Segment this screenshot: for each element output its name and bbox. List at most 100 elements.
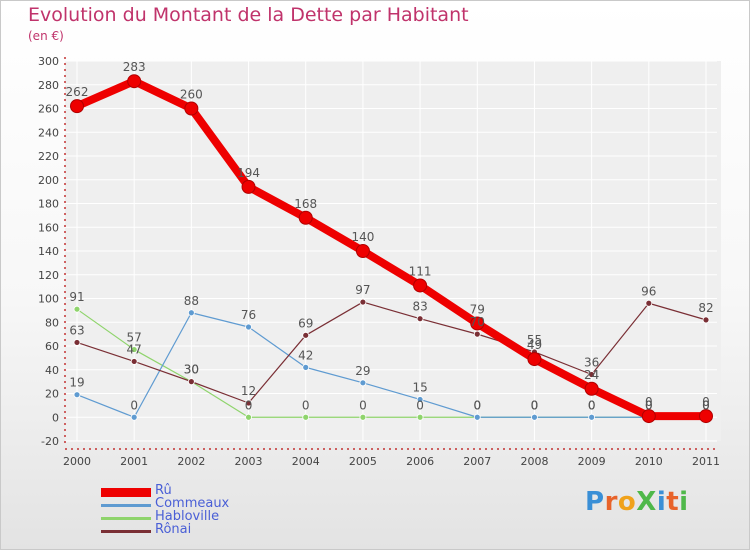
data-label-r-: 79 — [470, 302, 485, 316]
data-point-habloville — [359, 413, 367, 421]
proxiti-logo: ProXiti — [585, 487, 689, 517]
y-tick-label: 0 — [52, 411, 59, 424]
data-point-r- — [70, 99, 84, 114]
data-label-habloville: 0 — [359, 398, 367, 412]
data-point-r- — [584, 381, 599, 396]
data-label-habloville: 0 — [302, 398, 310, 412]
x-tick-label: 2008 — [520, 455, 548, 468]
data-label-r-nai: 47 — [127, 342, 142, 356]
data-label-r-: 0 — [702, 395, 710, 409]
data-point-r- — [641, 409, 656, 424]
data-point-commeaux — [302, 363, 310, 371]
data-point-habloville — [245, 413, 252, 421]
data-point-habloville — [130, 346, 138, 353]
data-label-commeaux: 29 — [355, 364, 370, 378]
y-tick-label: 180 — [38, 198, 59, 211]
data-point-r- — [241, 179, 256, 194]
data-point-habloville — [302, 413, 310, 421]
data-label-r-: 260 — [180, 88, 203, 102]
data-label-habloville: 91 — [69, 290, 84, 304]
data-label-r-nai: 82 — [698, 301, 713, 315]
data-label-habloville: 0 — [531, 398, 539, 412]
data-point-commeaux — [130, 413, 138, 421]
y-tick-label: 60 — [45, 340, 59, 353]
y-tick-label: 160 — [38, 221, 59, 234]
data-label-r-nai: 70 — [470, 315, 485, 329]
chart-title: Evolution du Montant de la Dette par Hab… — [28, 4, 469, 26]
data-point-r- — [355, 244, 370, 258]
logo-letter: r — [604, 487, 618, 517]
data-label-habloville: 30 — [184, 363, 199, 377]
data-label-habloville: 0 — [245, 398, 253, 412]
legend-swatch — [101, 530, 151, 533]
data-label-commeaux: 0 — [473, 398, 481, 412]
data-label-r-nai: 12 — [241, 384, 256, 398]
data-label-r-: 49 — [527, 338, 542, 352]
legend-label: Habloville — [155, 509, 220, 524]
data-label-r-: 140 — [351, 230, 374, 244]
data-point-commeaux — [588, 413, 596, 421]
data-label-r-nai: 96 — [641, 284, 656, 298]
legend-swatch — [101, 488, 151, 497]
data-label-commeaux: 19 — [69, 376, 84, 390]
logo-letter: t — [666, 487, 680, 517]
data-point-commeaux — [473, 413, 481, 421]
y-tick-label: 40 — [45, 364, 59, 377]
x-tick-label: 2004 — [292, 455, 320, 468]
data-point-r-nai — [359, 298, 367, 306]
y-tick-label: 200 — [38, 174, 59, 187]
x-tick-label: 2003 — [235, 455, 263, 468]
data-point-habloville — [416, 413, 424, 421]
data-point-commeaux — [187, 309, 195, 317]
y-tick-label: 20 — [45, 388, 59, 401]
y-tick-label: -20 — [41, 435, 59, 448]
data-label-commeaux: 0 — [645, 398, 653, 412]
legend-swatch — [101, 517, 151, 520]
y-tick-label: 140 — [38, 245, 59, 258]
data-label-habloville: 57 — [127, 331, 142, 345]
legend-label: Commeaux — [155, 496, 230, 511]
data-label-r-: 168 — [294, 197, 317, 211]
y-tick-label: 300 — [38, 55, 59, 68]
logo-letter: i — [679, 487, 689, 517]
y-tick-label: 120 — [38, 269, 59, 282]
data-label-habloville: 0 — [588, 398, 596, 412]
logo-letter: o — [617, 487, 637, 517]
y-tick-label: 260 — [38, 103, 59, 116]
x-tick-label: 2002 — [177, 455, 205, 468]
data-point-commeaux — [359, 379, 367, 387]
x-tick-label: 2009 — [578, 455, 606, 468]
data-point-r-nai — [645, 299, 653, 307]
data-point-habloville — [73, 305, 81, 313]
data-point-r-nai — [473, 330, 481, 338]
y-tick-label: 80 — [45, 316, 59, 329]
x-tick-label: 2011 — [692, 455, 720, 468]
data-point-commeaux — [416, 396, 424, 403]
x-tick-label: 2007 — [463, 455, 491, 468]
data-label-habloville: 0 — [416, 398, 424, 412]
data-point-commeaux — [531, 413, 538, 421]
data-point-r- — [413, 278, 428, 293]
series-line-commeaux — [76, 312, 707, 418]
data-point-commeaux — [73, 391, 81, 399]
data-label-r-: 111 — [409, 264, 432, 278]
data-label-r-nai: 97 — [355, 283, 370, 297]
chart-subtitle: (en €) — [28, 29, 64, 43]
legend-swatch — [101, 504, 151, 507]
x-tick-label: 2006 — [406, 455, 434, 468]
x-tick-label: 2001 — [120, 455, 148, 468]
legend-label: Rû — [155, 483, 172, 498]
data-label-commeaux: 0 — [130, 398, 138, 412]
data-point-r-nai — [702, 316, 710, 324]
data-point-r-nai — [73, 339, 81, 346]
data-label-commeaux: 0 — [531, 398, 539, 412]
data-label-r-nai: 69 — [298, 316, 313, 330]
data-label-commeaux: 76 — [241, 308, 256, 322]
y-tick-label: 100 — [38, 293, 59, 306]
series-line-r- — [73, 77, 710, 421]
data-label-r-nai: 55 — [527, 333, 542, 347]
data-label-commeaux: 0 — [702, 398, 710, 412]
data-point-r-nai — [302, 331, 310, 339]
x-tick-label: 2010 — [635, 455, 663, 468]
